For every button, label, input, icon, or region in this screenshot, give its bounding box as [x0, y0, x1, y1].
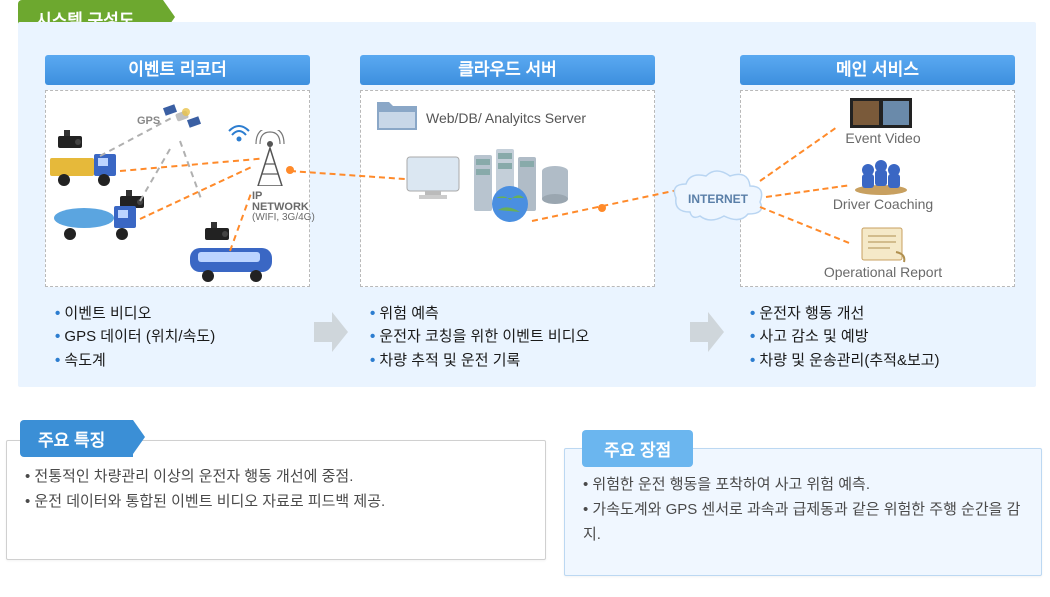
- list-item: 운전 데이터와 통합된 이벤트 비디오 자료로 피드백 제공.: [25, 490, 527, 515]
- col-header-service-label: 메인 서비스: [836, 60, 919, 79]
- wifi-icon: [228, 125, 250, 143]
- dashcam-icon-3: [205, 222, 235, 242]
- feature-box-right: 위험한 운전 행동을 포착하여 사고 위험 예측. 가속도계와 GPS 센서로 …: [564, 448, 1042, 576]
- network-sub-label: (WIFI, 3G/4G): [252, 212, 315, 223]
- list-item: 위험 예측: [370, 302, 589, 325]
- list-item: 차량 및 운송관리(추적&보고): [750, 349, 940, 372]
- satellite-icon: [160, 100, 204, 134]
- report-label: Operational Report: [808, 264, 958, 280]
- col-header-cloud-label: 클라우드 서버: [458, 60, 557, 79]
- list-item: 운전자 코칭을 위한 이벤트 비디오: [370, 325, 589, 348]
- driver-coaching-label: Driver Coaching: [808, 196, 958, 212]
- database-icon: [540, 165, 570, 205]
- service-bullets: 운전자 행동 개선 사고 감소 및 예방 차량 및 운송관리(추적&보고): [750, 302, 940, 372]
- feature-box-left: 전통적인 차량관리 이상의 운전자 행동 개선에 중점. 운전 데이터와 통합된…: [6, 440, 546, 560]
- col-header-service: 메인 서비스: [740, 55, 1015, 85]
- folder-icon: [375, 100, 419, 134]
- feature-right-tab-label: 주요 장점: [604, 441, 671, 460]
- internet-label: INTERNET: [688, 192, 748, 206]
- cloud-bullets: 위험 예측 운전자 코칭을 위한 이벤트 비디오 차량 추적 및 운전 기록: [370, 302, 589, 372]
- feature-left-tab-label: 주요 특징: [38, 431, 105, 450]
- conn-dot: [598, 204, 606, 212]
- list-item: 속도계: [55, 349, 215, 372]
- list-item: 운전자 행동 개선: [750, 302, 940, 325]
- list-item: GPS 데이터 (위치/속도): [55, 325, 215, 348]
- flow-arrow-icon: [690, 312, 724, 352]
- driver-coaching-icon: [852, 158, 910, 196]
- list-item: 전통적인 차량관리 이상의 운전자 행동 개선에 중점.: [25, 465, 527, 490]
- conn-dot: [286, 166, 294, 174]
- monitor-icon: [405, 155, 461, 205]
- flow-arrow-icon: [314, 312, 348, 352]
- list-item: 가속도계와 GPS 센서로 과속과 급제동과 같은 위험한 주행 순간을 감지.: [583, 498, 1023, 548]
- server-label: Web/DB/ Analyitcs Server: [426, 110, 586, 126]
- list-item: 이벤트 비디오: [55, 302, 215, 325]
- truck-icon-1: [50, 152, 124, 188]
- event-video-icon: [850, 98, 912, 128]
- feature-right-tab: 주요 장점: [582, 430, 693, 467]
- list-item: 위험한 운전 행동을 포착하여 사고 위험 예측.: [583, 473, 1023, 498]
- feature-left-tab: 주요 특징: [20, 420, 133, 457]
- report-icon: [856, 224, 908, 264]
- col-header-recorder: 이벤트 리코더: [45, 55, 310, 85]
- bus-icon: [190, 244, 278, 284]
- dashcam-icon: [58, 130, 88, 150]
- globe-icon: [490, 184, 530, 224]
- col-header-cloud: 클라우드 서버: [360, 55, 655, 85]
- col-header-recorder-label: 이벤트 리코더: [128, 60, 227, 79]
- truck-icon-2: [54, 204, 142, 242]
- list-item: 차량 추적 및 운전 기록: [370, 349, 589, 372]
- recorder-bullets: 이벤트 비디오 GPS 데이터 (위치/속도) 속도계: [55, 302, 215, 372]
- list-item: 사고 감소 및 예방: [750, 325, 940, 348]
